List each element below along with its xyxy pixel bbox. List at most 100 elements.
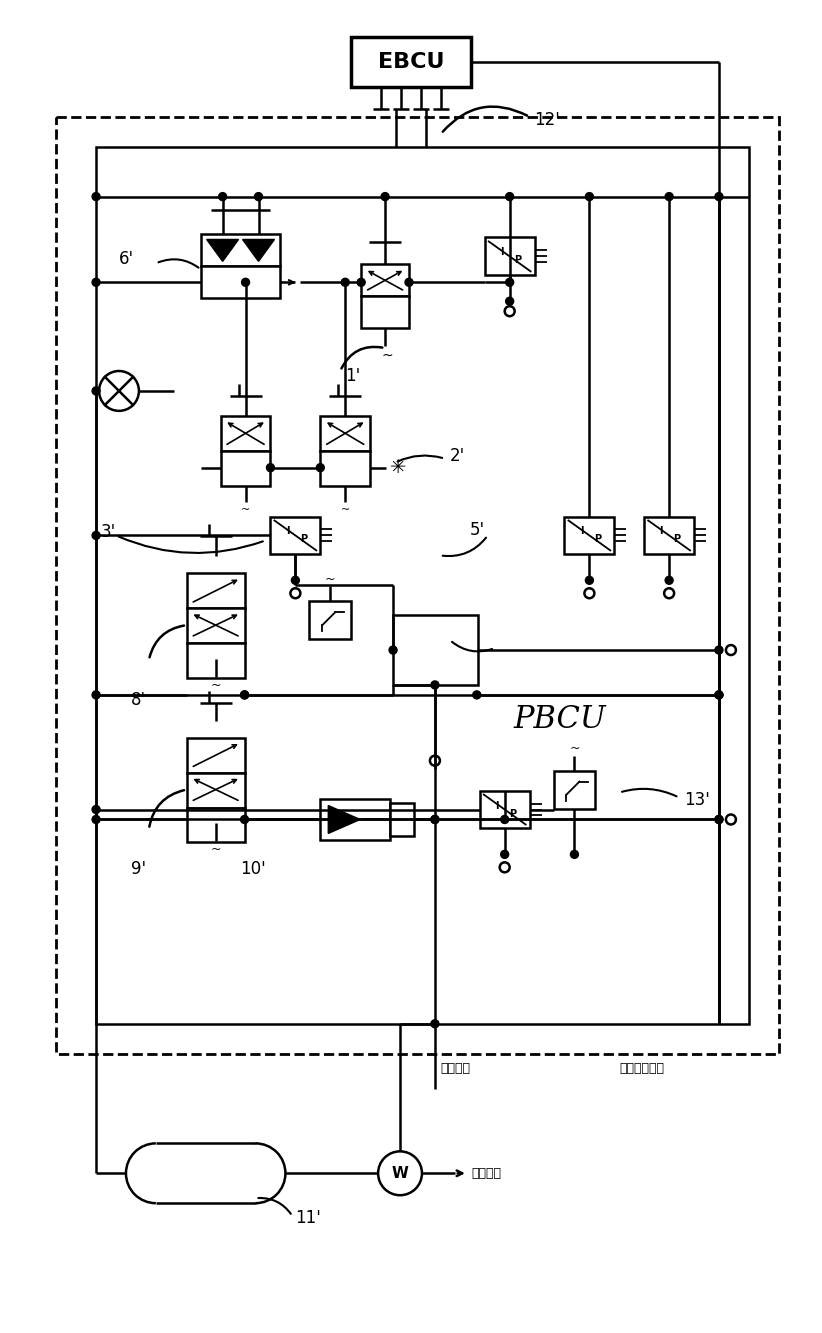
Bar bbox=[393, 615, 478, 685]
Text: 11': 11' bbox=[295, 1209, 321, 1228]
Circle shape bbox=[219, 192, 227, 200]
FancyArrowPatch shape bbox=[452, 643, 492, 652]
Text: ~: ~ bbox=[210, 842, 221, 856]
Circle shape bbox=[389, 647, 397, 655]
Circle shape bbox=[715, 192, 723, 200]
Circle shape bbox=[715, 690, 723, 698]
Bar bbox=[351, 37, 471, 87]
Circle shape bbox=[241, 816, 248, 824]
Circle shape bbox=[715, 816, 723, 824]
Circle shape bbox=[92, 192, 100, 200]
Bar bbox=[187, 573, 245, 608]
Text: I: I bbox=[495, 801, 498, 810]
FancyArrowPatch shape bbox=[622, 789, 677, 796]
FancyArrowPatch shape bbox=[443, 537, 486, 556]
Bar bbox=[187, 643, 245, 678]
Polygon shape bbox=[242, 240, 275, 261]
Text: P: P bbox=[514, 256, 521, 265]
Text: 8': 8' bbox=[131, 690, 146, 709]
Bar bbox=[321, 416, 370, 451]
Text: PBCU: PBCU bbox=[513, 704, 606, 736]
Text: 1': 1' bbox=[345, 367, 361, 385]
Polygon shape bbox=[328, 805, 360, 833]
Circle shape bbox=[501, 816, 509, 824]
Text: 9': 9' bbox=[131, 860, 146, 878]
Text: ✳: ✳ bbox=[390, 459, 406, 477]
Circle shape bbox=[506, 279, 514, 287]
Text: I: I bbox=[580, 527, 583, 536]
Circle shape bbox=[570, 850, 579, 858]
Bar bbox=[187, 773, 245, 808]
Bar bbox=[361, 296, 409, 328]
Text: 6': 6' bbox=[119, 251, 134, 268]
Text: I: I bbox=[500, 248, 503, 257]
Text: ~: ~ bbox=[569, 742, 580, 756]
Circle shape bbox=[92, 816, 100, 824]
Circle shape bbox=[506, 192, 514, 200]
Bar bbox=[187, 737, 245, 773]
FancyArrowPatch shape bbox=[118, 537, 263, 553]
Circle shape bbox=[431, 816, 439, 824]
Circle shape bbox=[316, 464, 325, 472]
FancyArrowPatch shape bbox=[159, 260, 198, 268]
Bar bbox=[390, 802, 414, 836]
Bar bbox=[565, 516, 614, 555]
Text: 来自风管: 来自风管 bbox=[472, 1166, 501, 1180]
Bar bbox=[96, 147, 749, 1024]
Circle shape bbox=[92, 690, 100, 698]
Bar bbox=[187, 608, 245, 643]
Bar bbox=[480, 790, 529, 828]
Bar bbox=[309, 601, 351, 639]
Text: 3': 3' bbox=[101, 524, 116, 541]
Circle shape bbox=[585, 576, 593, 584]
Circle shape bbox=[358, 279, 365, 287]
Text: 13': 13' bbox=[684, 790, 710, 809]
Circle shape bbox=[381, 192, 389, 200]
Circle shape bbox=[266, 464, 275, 472]
Bar bbox=[220, 451, 270, 485]
Circle shape bbox=[92, 279, 100, 287]
Circle shape bbox=[431, 1020, 439, 1028]
Text: 来自空气弹簧: 来自空气弹簧 bbox=[619, 1062, 664, 1076]
Text: ~: ~ bbox=[210, 678, 221, 692]
Circle shape bbox=[715, 690, 723, 698]
Circle shape bbox=[341, 279, 349, 287]
Bar bbox=[220, 416, 270, 451]
Circle shape bbox=[431, 681, 439, 689]
Circle shape bbox=[431, 816, 439, 824]
Circle shape bbox=[665, 576, 673, 584]
Text: 5': 5' bbox=[470, 521, 485, 540]
Bar bbox=[321, 798, 390, 840]
Circle shape bbox=[241, 690, 248, 698]
Circle shape bbox=[292, 576, 299, 584]
Text: 10': 10' bbox=[241, 860, 266, 878]
Text: 2': 2' bbox=[450, 447, 465, 465]
Circle shape bbox=[242, 279, 250, 287]
Circle shape bbox=[92, 387, 100, 395]
Circle shape bbox=[255, 192, 262, 200]
Text: EBCU: EBCU bbox=[378, 52, 444, 72]
Bar bbox=[270, 516, 321, 555]
Bar bbox=[644, 516, 694, 555]
Text: ~: ~ bbox=[340, 504, 350, 515]
Circle shape bbox=[506, 297, 514, 305]
Bar bbox=[553, 770, 595, 809]
Bar bbox=[201, 235, 280, 267]
Bar bbox=[201, 267, 280, 299]
Text: ~: ~ bbox=[381, 349, 393, 363]
Text: P: P bbox=[509, 809, 516, 818]
Text: P: P bbox=[673, 535, 681, 544]
Circle shape bbox=[92, 532, 100, 540]
Polygon shape bbox=[206, 240, 238, 261]
Bar bbox=[361, 264, 409, 296]
Circle shape bbox=[501, 850, 509, 858]
Text: I: I bbox=[659, 527, 663, 536]
FancyArrowPatch shape bbox=[258, 1198, 291, 1214]
Text: W: W bbox=[391, 1166, 409, 1181]
Text: ~: ~ bbox=[325, 573, 335, 585]
Circle shape bbox=[241, 690, 248, 698]
Circle shape bbox=[405, 279, 413, 287]
Circle shape bbox=[665, 192, 673, 200]
Bar bbox=[187, 808, 245, 842]
Circle shape bbox=[473, 690, 481, 698]
